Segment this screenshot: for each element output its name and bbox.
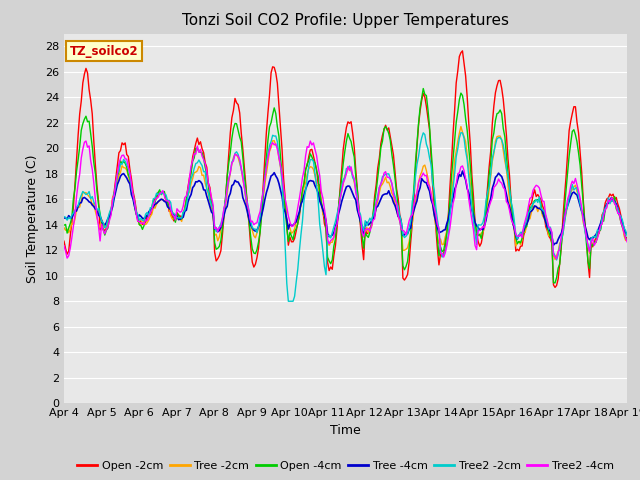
Tree -4cm: [60, 215, 68, 221]
Tree2 -4cm: [82, 138, 90, 144]
Legend: Open -2cm, Tree -2cm, Open -4cm, Tree -4cm, Tree2 -2cm, Tree2 -4cm: Open -2cm, Tree -2cm, Open -4cm, Tree -4…: [73, 457, 618, 476]
Open -2cm: [129, 189, 137, 194]
Tree2 -2cm: [623, 233, 631, 239]
Open -4cm: [256, 229, 264, 235]
Tree2 -4cm: [258, 197, 266, 203]
Tree2 -4cm: [248, 218, 256, 224]
Open -2cm: [60, 239, 68, 244]
Tree2 -2cm: [457, 130, 465, 135]
Open -4cm: [595, 228, 603, 234]
Tree2 -2cm: [129, 192, 137, 198]
Open -4cm: [129, 193, 137, 199]
Line: Tree -2cm: Tree -2cm: [64, 127, 627, 260]
Open -2cm: [247, 243, 255, 249]
Tree2 -4cm: [553, 256, 561, 262]
Open -4cm: [419, 85, 427, 91]
Tree -4cm: [623, 230, 631, 236]
Line: Tree2 -4cm: Tree2 -4cm: [64, 141, 627, 259]
Open -2cm: [307, 147, 314, 153]
Tree -4cm: [129, 196, 137, 202]
Open -2cm: [595, 230, 603, 236]
Tree2 -2cm: [308, 156, 316, 162]
Tree2 -2cm: [247, 218, 255, 224]
Tree -2cm: [457, 124, 465, 130]
Tree -2cm: [595, 228, 603, 234]
Tree2 -2cm: [285, 299, 292, 304]
Tree2 -4cm: [595, 230, 603, 236]
Open -2cm: [256, 228, 264, 233]
Tree -2cm: [307, 164, 314, 169]
Line: Tree -4cm: Tree -4cm: [64, 171, 627, 245]
Tree2 -2cm: [595, 228, 603, 233]
Open -4cm: [551, 280, 559, 286]
Text: TZ_soilco2: TZ_soilco2: [70, 45, 138, 58]
Tree -2cm: [256, 221, 264, 227]
Open -4cm: [623, 237, 631, 243]
Tree -4cm: [247, 222, 255, 228]
Line: Tree2 -2cm: Tree2 -2cm: [64, 132, 627, 301]
Open -2cm: [228, 115, 236, 120]
Tree -2cm: [551, 257, 559, 263]
Y-axis label: Soil Temperature (C): Soil Temperature (C): [26, 154, 39, 283]
Tree -2cm: [129, 193, 137, 199]
Tree -4cm: [256, 218, 264, 224]
X-axis label: Time: Time: [330, 424, 361, 437]
Title: Tonzi Soil CO2 Profile: Upper Temperatures: Tonzi Soil CO2 Profile: Upper Temperatur…: [182, 13, 509, 28]
Open -4cm: [307, 151, 314, 156]
Tree2 -4cm: [623, 239, 631, 245]
Open -4cm: [247, 234, 255, 240]
Tree2 -2cm: [256, 213, 264, 218]
Tree -4cm: [228, 183, 236, 189]
Tree -4cm: [595, 225, 603, 230]
Tree -4cm: [459, 168, 467, 174]
Tree -2cm: [60, 225, 68, 230]
Tree -2cm: [228, 161, 236, 167]
Open -4cm: [228, 135, 236, 141]
Line: Open -4cm: Open -4cm: [64, 88, 627, 283]
Tree2 -2cm: [60, 214, 68, 219]
Tree -2cm: [247, 222, 255, 228]
Open -2cm: [459, 48, 467, 54]
Open -4cm: [60, 222, 68, 228]
Tree -4cm: [307, 178, 314, 183]
Tree2 -4cm: [230, 158, 237, 164]
Tree -2cm: [623, 236, 631, 242]
Tree2 -4cm: [131, 200, 138, 205]
Tree -4cm: [550, 242, 557, 248]
Tree2 -2cm: [228, 159, 236, 165]
Open -2cm: [551, 285, 559, 290]
Open -2cm: [623, 234, 631, 240]
Tree2 -4cm: [60, 243, 68, 249]
Line: Open -2cm: Open -2cm: [64, 51, 627, 288]
Tree2 -4cm: [308, 142, 316, 148]
